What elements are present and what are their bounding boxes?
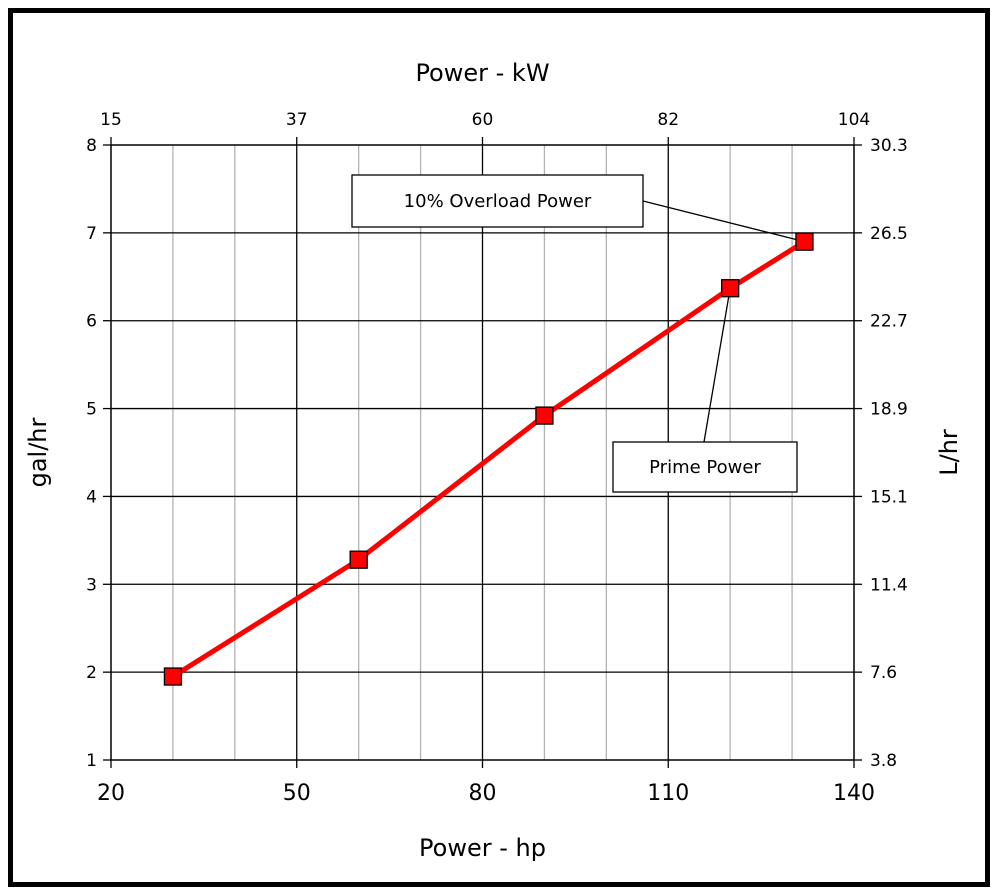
callout-label: 10% Overload Power [404,191,592,212]
x-tick-label: 50 [283,781,311,806]
x2-tick-label: 82 [657,110,679,130]
data-point-marker [535,406,554,425]
y-tick-label: 8 [86,136,97,156]
y-tick-label: 1 [86,751,97,771]
y-tick-label: 7 [86,224,97,244]
y2-tick-label: 15.1 [870,487,908,507]
y-tick-label: 5 [86,400,97,420]
callout-box [351,174,644,228]
fuel-consumption-chart: 20 50 80 110 140 15 37 60 82 104 1 2 3 4 5 6 7 8 3.8 7.6 11.… [24,59,963,862]
data-point-marker [795,232,814,251]
y-tick-label: 4 [86,487,97,507]
y-axis-title: gal/hr [24,417,52,487]
x2-tick-label: 60 [472,110,494,130]
y-tick-label: 3 [86,575,97,595]
y-tick-label: 6 [86,312,97,332]
y2-tick-label: 3.8 [870,751,897,771]
data-point-marker [163,667,183,686]
chart-frame: 20 50 80 110 140 15 37 60 82 104 1 2 3 4 5 6 7 8 3.8 7.6 11.… [8,8,990,887]
y2-tick-label: 11.4 [870,575,908,595]
x2-tick-label: 15 [100,110,122,130]
data-point-marker [349,550,368,569]
y2-axis-title: L/hr [935,429,963,476]
x2-axis-title: Power - kW [415,59,549,87]
x-tick-label: 140 [833,781,875,806]
callout-leader-line [642,200,805,243]
x2-tick-label: 37 [286,110,308,130]
callout-leader-line [703,288,731,443]
x-tick-label: 110 [647,781,689,806]
callout-box [612,441,798,493]
y2-tick-label: 18.9 [870,400,908,420]
callout-label: Prime Power [649,457,761,478]
x-axis-title: Power - hp [419,834,546,862]
y2-tick-label: 26.5 [870,224,908,244]
x2-tick-label: 104 [838,110,870,130]
y2-tick-label: 7.6 [870,663,897,683]
y2-tick-label: 22.7 [870,312,908,332]
y2-tick-label: 30.3 [870,136,908,156]
y-tick-label: 2 [86,663,97,683]
x-tick-label: 20 [97,781,125,806]
data-point-marker [721,279,740,298]
x-tick-label: 80 [469,781,497,806]
